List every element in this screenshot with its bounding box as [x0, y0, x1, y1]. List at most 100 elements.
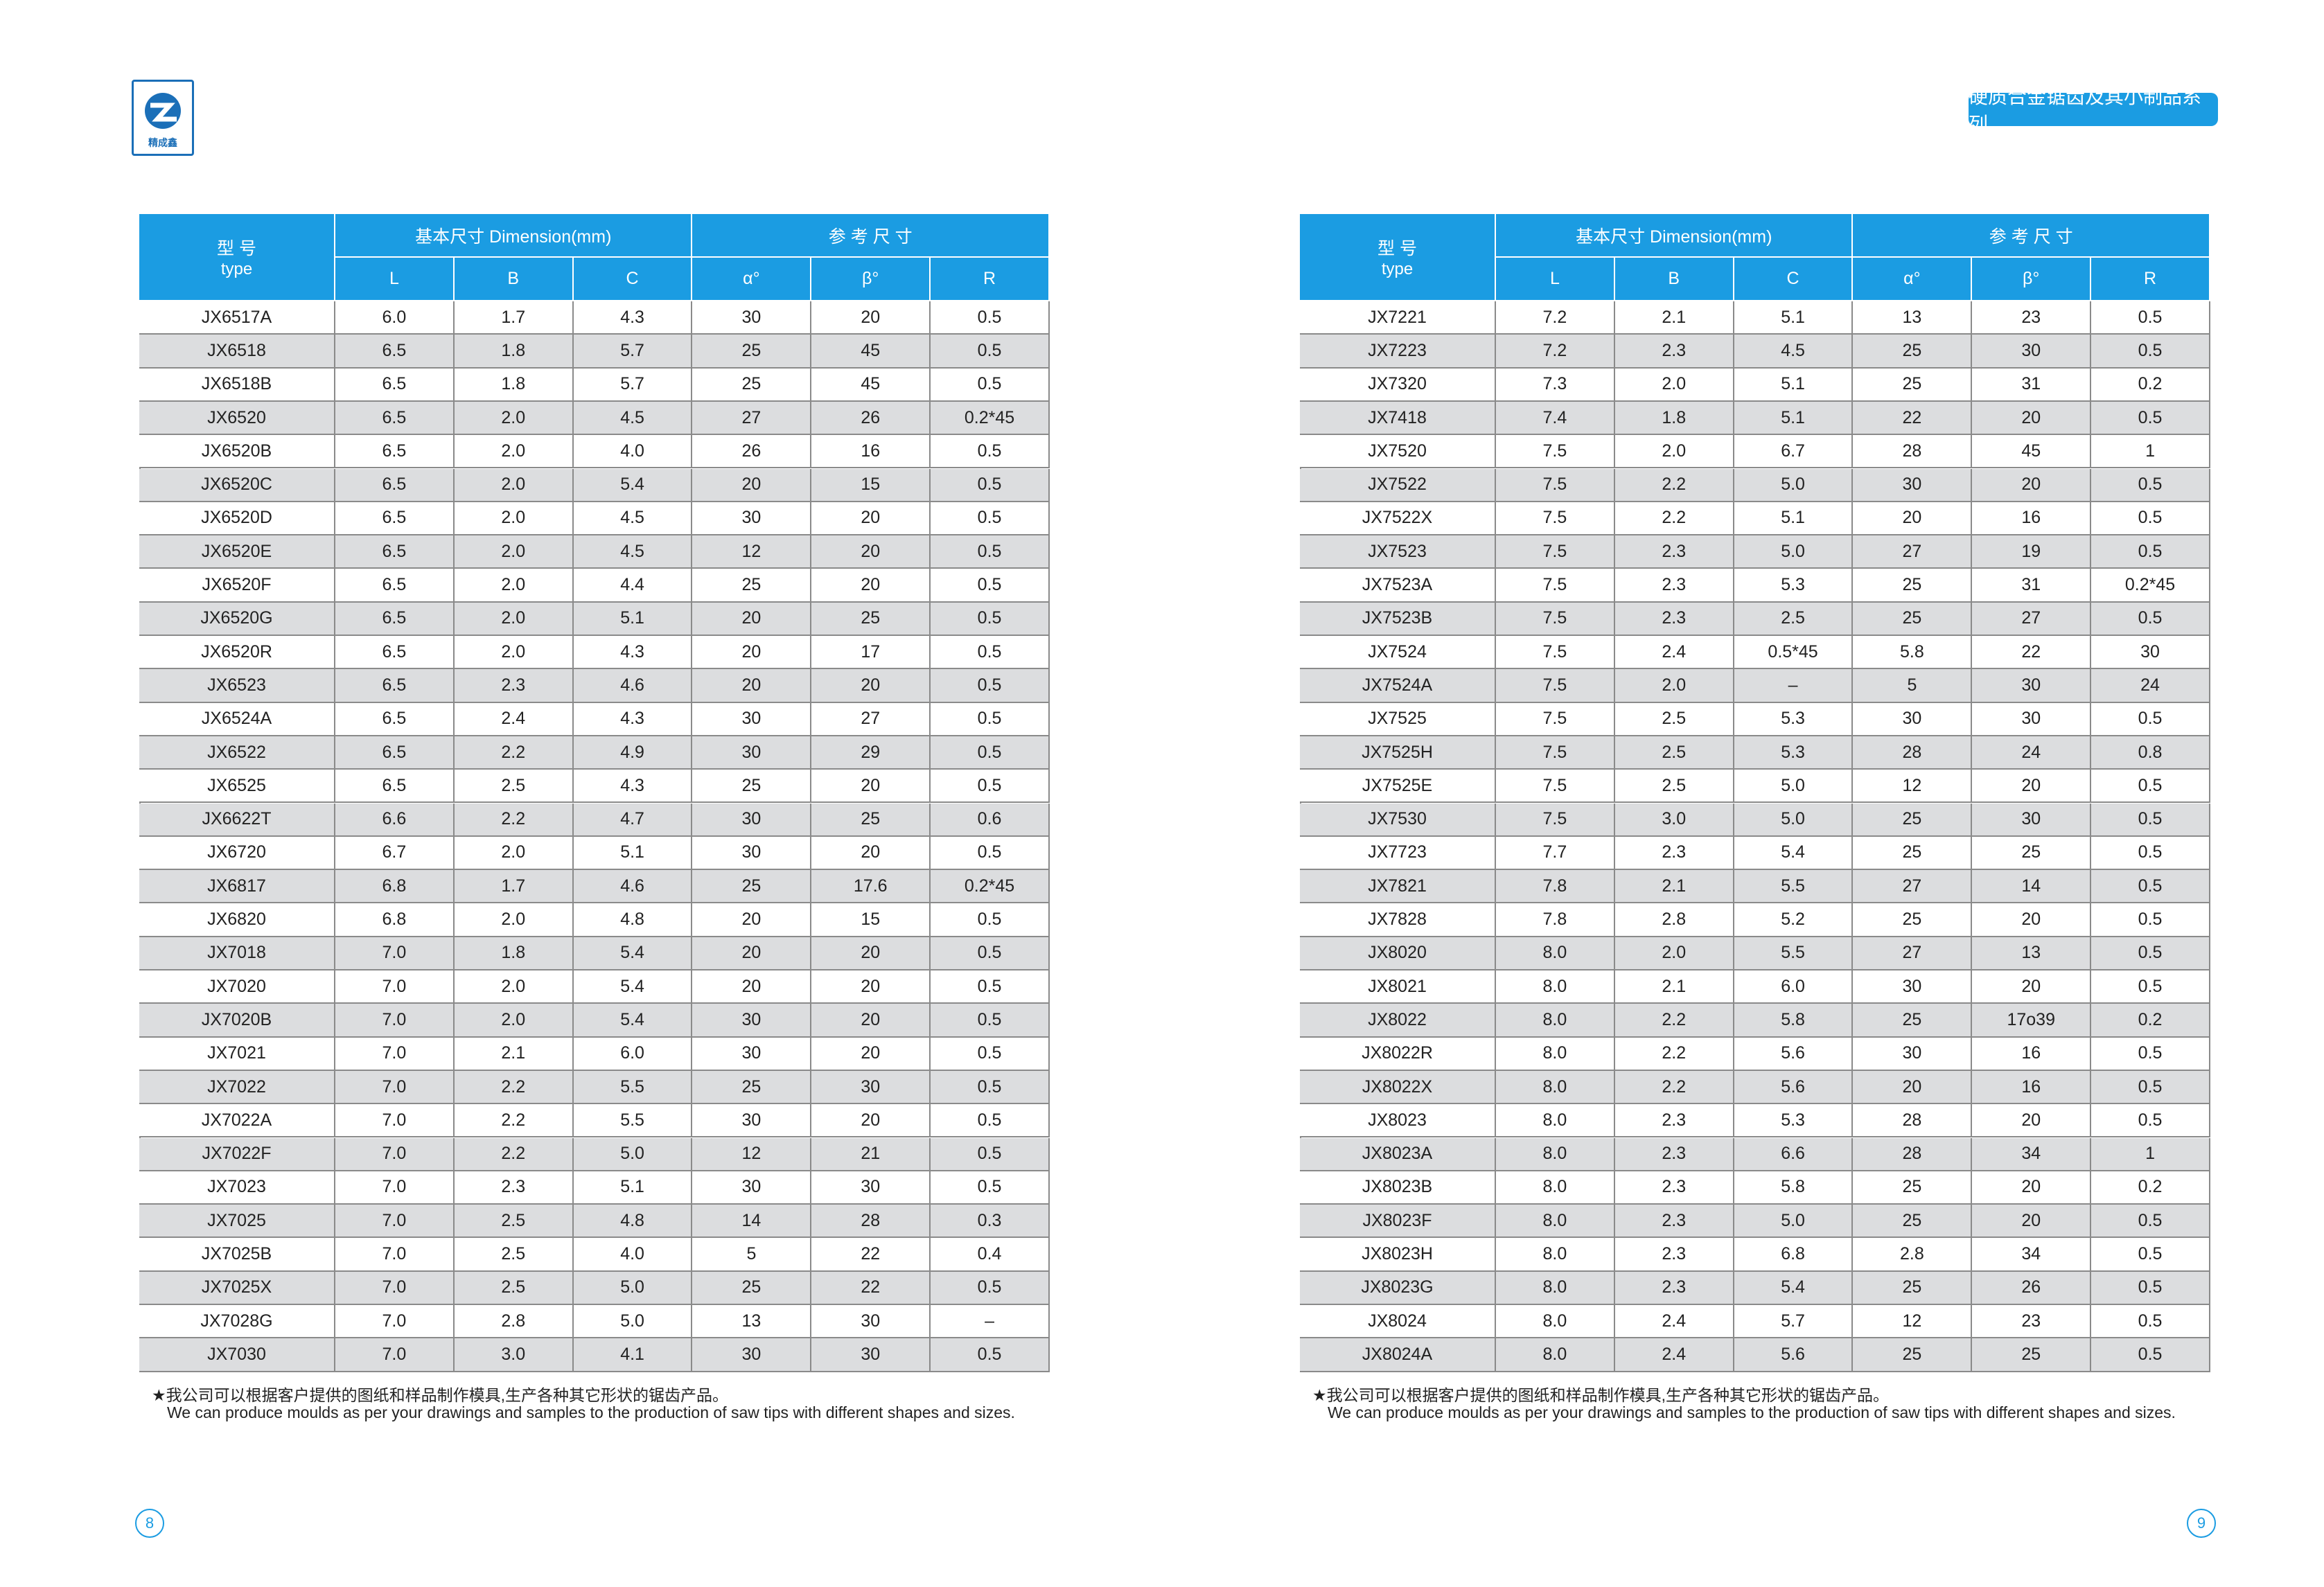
value-cell: 7.5	[1496, 803, 1615, 837]
type-cell: JX7523B	[1300, 602, 1496, 636]
value-cell: 26	[692, 435, 812, 469]
value-cell: 5.0	[1734, 803, 1854, 837]
value-cell: 1	[2091, 1137, 2210, 1171]
value-cell: 8.0	[1496, 1238, 1615, 1272]
value-cell: 2.3	[1614, 1137, 1734, 1171]
value-cell: 30	[1853, 468, 1973, 502]
value-cell: 5.5	[1734, 937, 1854, 970]
value-cell: 2.0	[454, 535, 574, 569]
value-cell: 22	[1853, 401, 1973, 436]
value-cell: 2.5	[454, 1205, 574, 1239]
value-cell: 16	[811, 435, 931, 469]
value-cell: 25	[811, 803, 931, 837]
type-cell: JX8023F	[1300, 1205, 1496, 1239]
value-cell: 22	[1972, 636, 2092, 670]
value-cell: 0.5	[2091, 335, 2210, 369]
value-cell: 12	[1853, 1305, 1973, 1339]
value-cell: 0.5	[2091, 1037, 2210, 1071]
value-cell: 6.5	[335, 669, 455, 703]
value-cell: 0.2	[2091, 368, 2210, 402]
value-cell: 16	[1972, 1070, 2092, 1105]
value-cell: 8.0	[1496, 1070, 1615, 1105]
value-cell: 4.5	[1734, 335, 1854, 369]
value-cell: 26	[811, 401, 931, 436]
value-cell: 28	[811, 1205, 931, 1239]
value-cell: 4.8	[573, 903, 693, 937]
type-cell: JX8023H	[1300, 1238, 1496, 1272]
value-cell: 6.5	[335, 636, 455, 670]
value-cell: 7.0	[335, 1271, 455, 1305]
value-cell: 5.0	[1734, 535, 1854, 569]
value-cell: 4.4	[573, 569, 693, 603]
value-cell: 28	[1853, 435, 1973, 469]
value-cell: 1.7	[454, 301, 574, 335]
value-cell: 7.5	[1496, 770, 1615, 804]
value-cell: 20	[1972, 1205, 2092, 1239]
value-cell: 20	[811, 970, 931, 1004]
type-cell: JX7821	[1300, 870, 1496, 904]
header-column: B	[1614, 258, 1734, 301]
value-cell: 2.0	[454, 468, 574, 502]
value-cell: 3.0	[454, 1338, 574, 1372]
value-cell: 8.0	[1496, 1338, 1615, 1372]
value-cell: 25	[1853, 903, 1973, 937]
value-cell: 0.5	[2091, 903, 2210, 937]
header-column: B	[454, 258, 574, 301]
type-cell: JX7028G	[139, 1305, 335, 1339]
value-cell: 25	[1972, 836, 2092, 871]
page-number: 9	[2187, 1509, 2216, 1538]
value-cell: 25	[1972, 1338, 2092, 1372]
value-cell: 2.8	[454, 1305, 574, 1339]
value-cell: 0.5	[931, 702, 1050, 736]
value-cell: 0.5	[931, 301, 1050, 335]
value-cell: 7.5	[1496, 736, 1615, 770]
type-cell: JX7022	[139, 1070, 335, 1105]
value-cell: 2.0	[454, 569, 574, 603]
value-cell: 13	[1853, 301, 1973, 335]
value-cell: 0.5	[2091, 836, 2210, 871]
value-cell: 8.0	[1496, 970, 1615, 1004]
value-cell: 30	[1972, 669, 2092, 703]
value-cell: 2.3	[1614, 836, 1734, 871]
value-cell: 2.0	[454, 836, 574, 871]
value-cell: 2.3	[1614, 1205, 1734, 1239]
value-cell: 4.6	[573, 870, 693, 904]
value-cell: 0.5	[2091, 1305, 2210, 1339]
value-cell: 0.5	[2091, 870, 2210, 904]
type-cell: JX7723	[1300, 836, 1496, 871]
value-cell: 0.5	[2091, 401, 2210, 436]
value-cell: –	[931, 1305, 1050, 1339]
value-cell: 0.5	[2091, 1271, 2210, 1305]
value-cell: 4.3	[573, 301, 693, 335]
value-cell: 5.1	[573, 836, 693, 871]
value-cell: 1.8	[1614, 401, 1734, 436]
value-cell: 8.0	[1496, 1004, 1615, 1038]
value-cell: 6.5	[335, 736, 455, 770]
value-cell: 2.4	[1614, 1305, 1734, 1339]
note-zh: ★我公司可以根据客户提供的图纸和样品制作模具,生产各种其它形状的锯齿产品。	[152, 1385, 729, 1404]
value-cell: 2.5	[1614, 702, 1734, 736]
type-cell: JX6520B	[139, 435, 335, 469]
value-cell: 25	[692, 335, 812, 369]
type-cell: JX7520	[1300, 435, 1496, 469]
value-cell: 0.5	[931, 1137, 1050, 1171]
page-number: 8	[135, 1509, 164, 1538]
value-cell: 2.0	[1614, 368, 1734, 402]
header-column: C	[573, 258, 693, 301]
value-cell: 5.6	[1734, 1338, 1854, 1372]
type-cell: JX7418	[1300, 401, 1496, 436]
type-cell: JX6520C	[139, 468, 335, 502]
value-cell: 0.5	[931, 903, 1050, 937]
logo-icon	[145, 93, 181, 129]
value-cell: 4.5	[573, 502, 693, 536]
value-cell: 20	[1972, 903, 2092, 937]
value-cell: 8.0	[1496, 1137, 1615, 1171]
value-cell: 6.7	[1734, 435, 1854, 469]
value-cell: 2.5	[454, 1271, 574, 1305]
value-cell: 6.5	[335, 602, 455, 636]
value-cell: 7.0	[335, 1171, 455, 1205]
header-type-en: type	[220, 260, 253, 278]
value-cell: 20	[692, 970, 812, 1004]
value-cell: 5.7	[573, 335, 693, 369]
